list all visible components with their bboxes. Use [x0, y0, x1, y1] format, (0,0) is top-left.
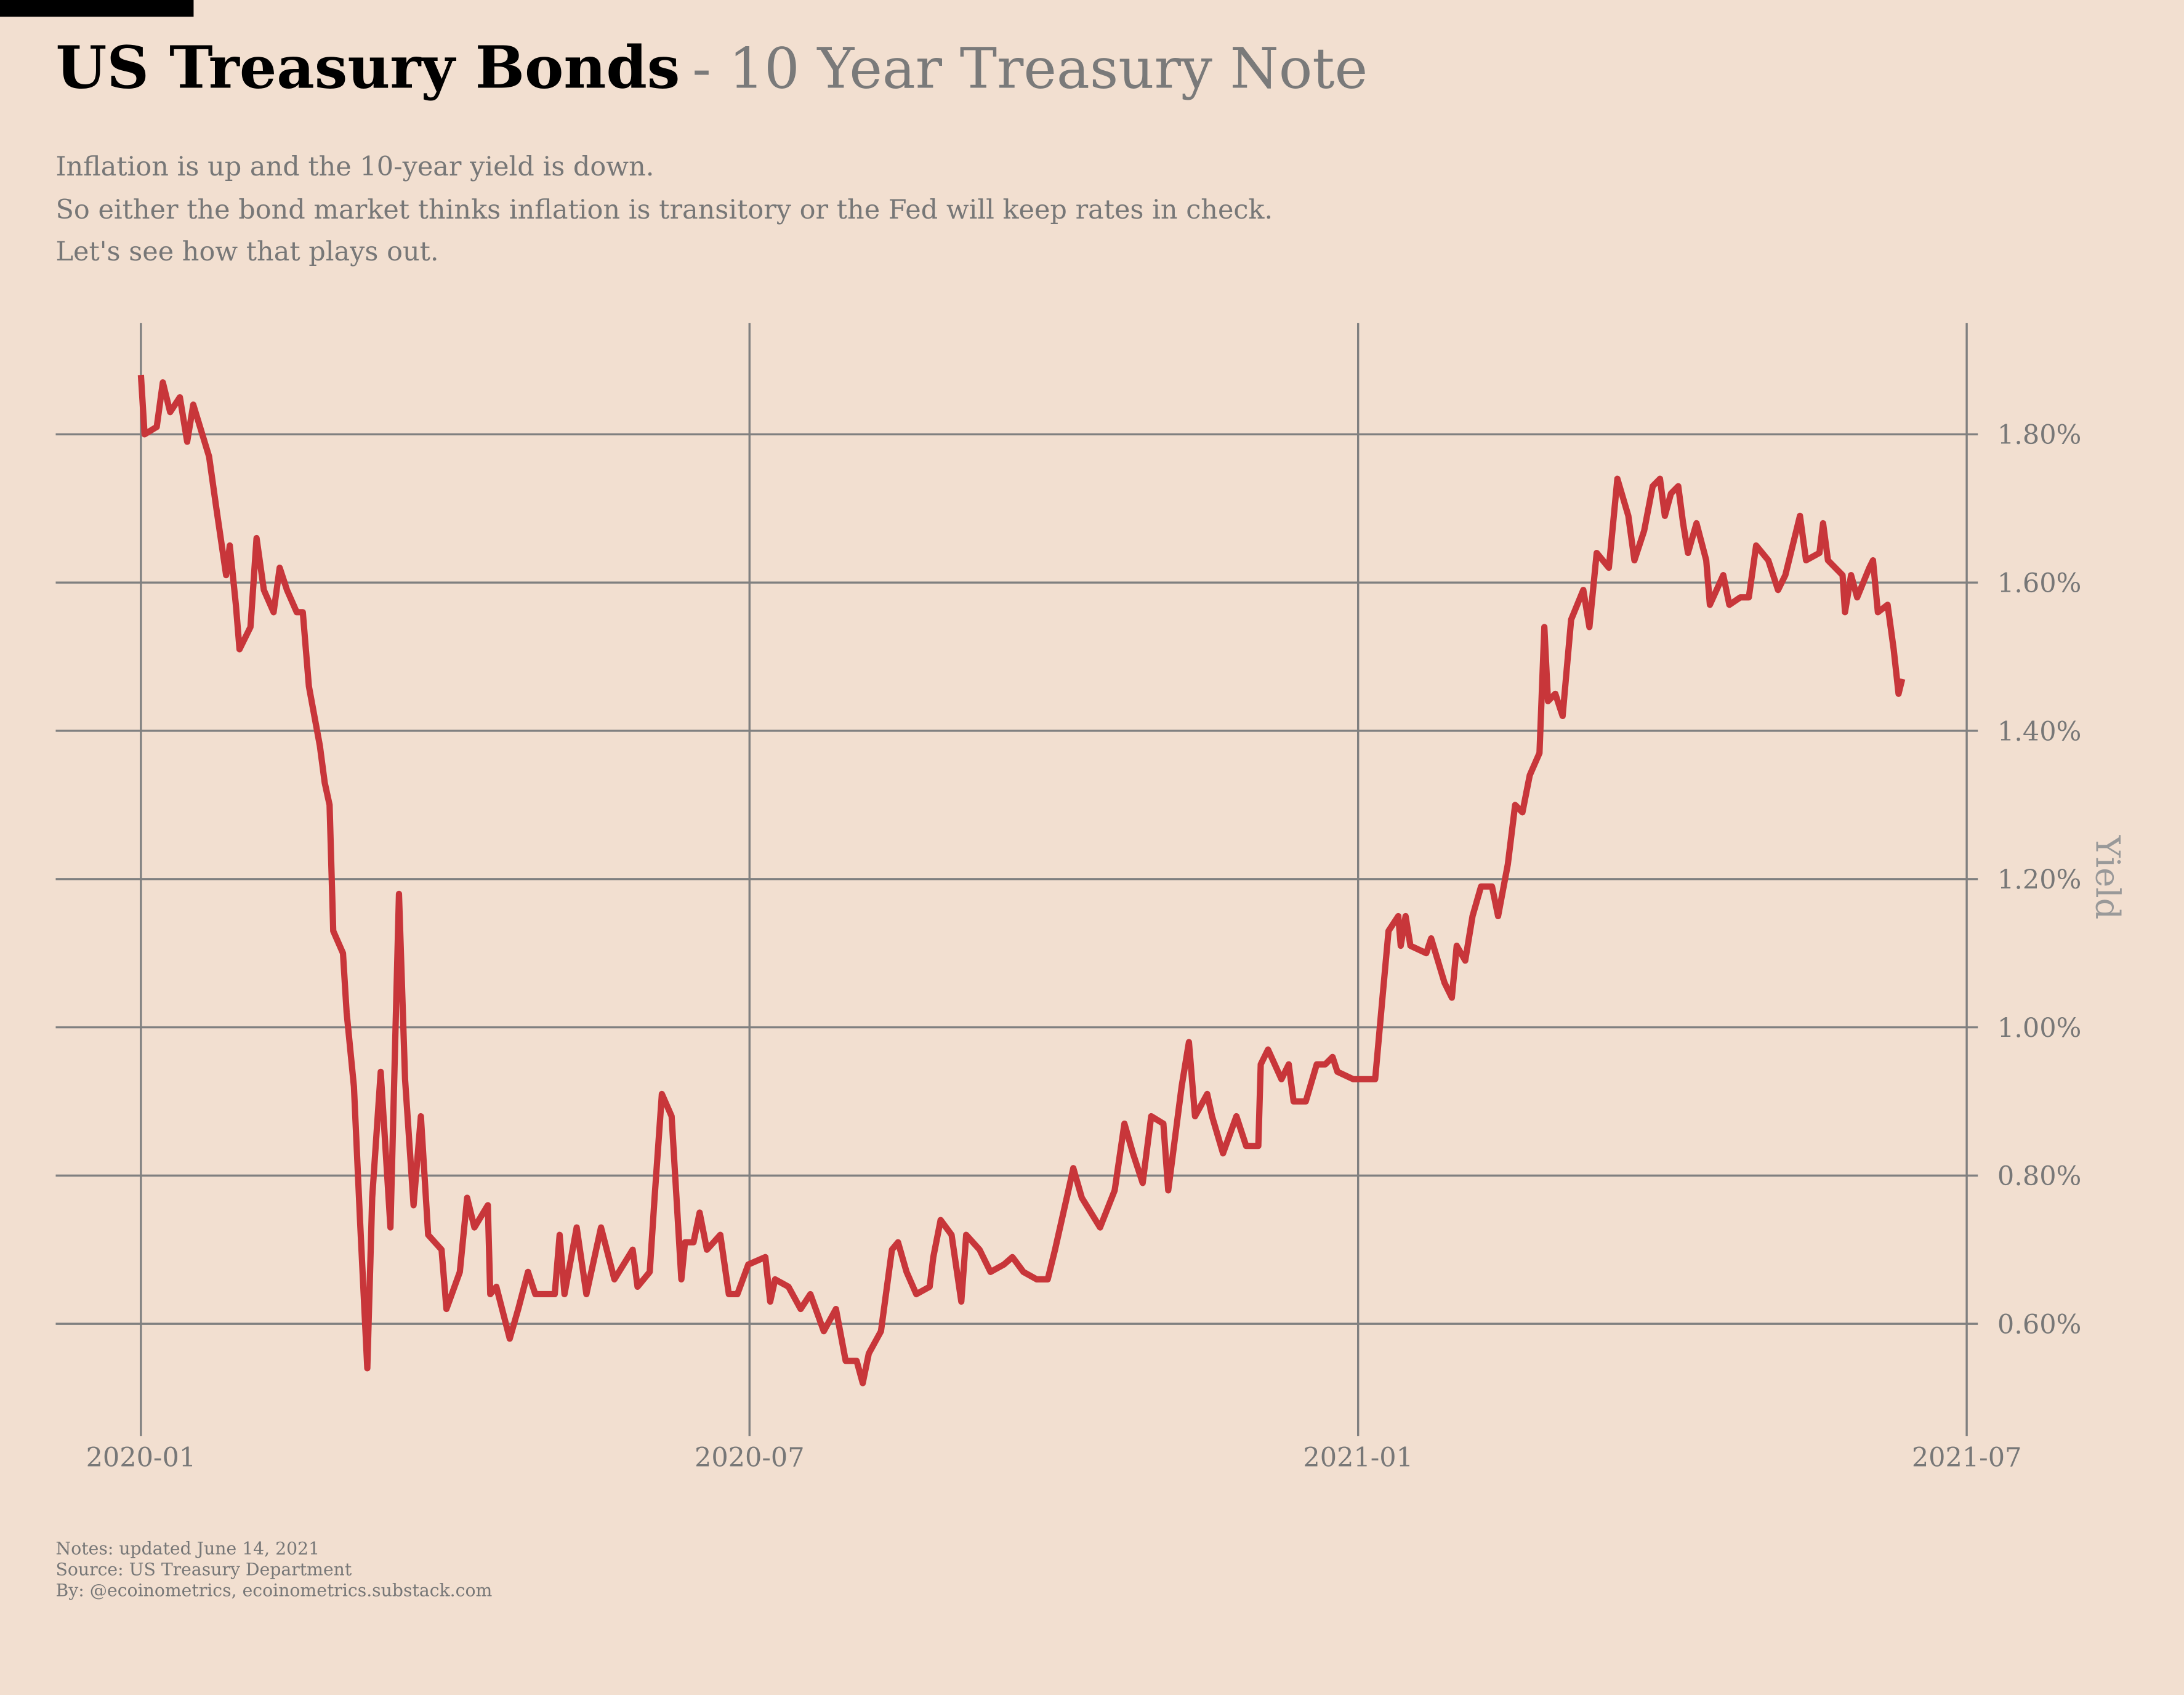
y-tick-label: 1.40%	[1997, 717, 2082, 747]
description: Let's see how that plays out.	[55, 236, 438, 267]
y-tick-label: 1.80%	[1997, 420, 2082, 451]
chart-subtitle: - 10 Year Treasury Note	[692, 37, 1368, 102]
description: Inflation is up and the 10-year yield is…	[55, 151, 654, 182]
x-tick-label: 2021-01	[1303, 1443, 1413, 1473]
y-tick-label: 0.80%	[1997, 1161, 2082, 1192]
x-tick-label: 2021-07	[1912, 1443, 2022, 1473]
y-axis-label: Yield	[2088, 835, 2127, 919]
plot-area: 0.60% 0.80% 1.00% 1.20% 1.40% 1.60% 1.80% 2020-…	[55, 323, 2081, 1473]
y-tick-label: 1.60%	[1997, 568, 2082, 599]
note: Notes: updated June 14, 2021	[55, 1539, 320, 1559]
chart-title: US Treasury Bonds	[55, 34, 680, 102]
x-tick-label: 2020-01	[86, 1443, 196, 1473]
x-tick-label: 2020-07	[695, 1443, 805, 1473]
y-tick-label: 0.60%	[1997, 1310, 2082, 1340]
y-tick-label: 1.00%	[1997, 1013, 2082, 1044]
note: By: @ecoinometrics, ecoinometrics.substa…	[55, 1580, 492, 1600]
description: So either the bond market thinks inflati…	[55, 195, 1273, 225]
yield-line	[137, 374, 1906, 1387]
y-tick-label: 1.20%	[1997, 865, 2082, 896]
accent-bar	[0, 0, 194, 17]
note: Source: US Treasury Department	[55, 1559, 352, 1579]
